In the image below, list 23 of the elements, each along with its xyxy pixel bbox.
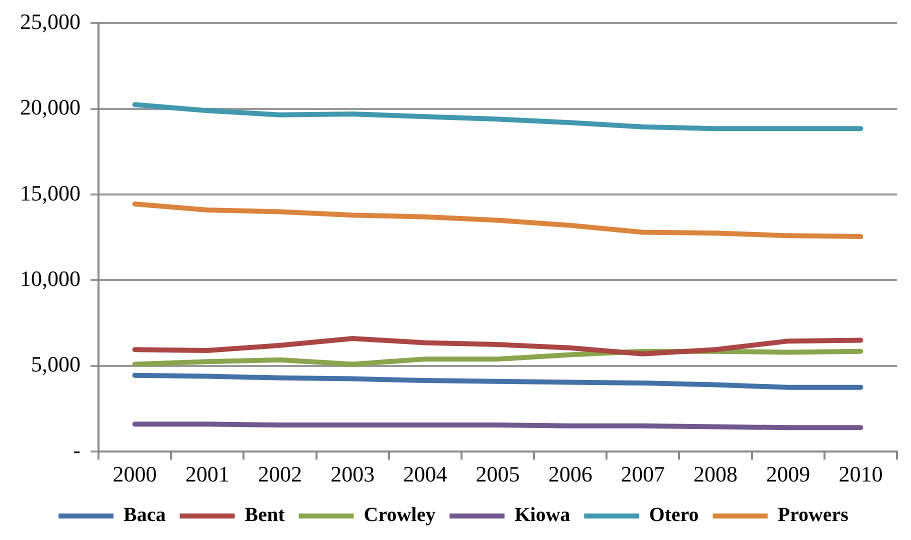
legend-label: Otero — [649, 504, 699, 526]
legend-label: Bent — [244, 504, 286, 526]
legend-label: Kiowa — [514, 504, 570, 526]
x-tick-label: 2003 — [330, 462, 375, 487]
x-tick-label: 2005 — [476, 462, 520, 487]
x-tick-label: 2006 — [548, 462, 592, 487]
y-tick-label: 5,000 — [31, 352, 80, 377]
y-tick-label: 15,000 — [20, 180, 80, 206]
x-tick-label: 2010 — [838, 462, 883, 487]
x-tick-label: 2000 — [112, 462, 157, 487]
legend-label: Prowers — [778, 504, 849, 526]
legend-label: Crowley — [364, 504, 436, 526]
y-tick-label: 20,000 — [20, 94, 80, 120]
x-tick-label: 2009 — [766, 462, 810, 487]
y-tick-label: 25,000 — [20, 8, 80, 34]
x-tick-label: 2007 — [620, 462, 665, 487]
x-tick-label: 2002 — [258, 462, 302, 487]
y-tick-label: 10,000 — [20, 266, 80, 292]
x-tick-label: 2001 — [185, 462, 230, 487]
y-tick-label: - — [73, 437, 80, 462]
x-tick-label: 2004 — [403, 462, 448, 487]
legend-label: Baca — [124, 504, 166, 526]
x-tick-label: 2008 — [694, 462, 738, 487]
